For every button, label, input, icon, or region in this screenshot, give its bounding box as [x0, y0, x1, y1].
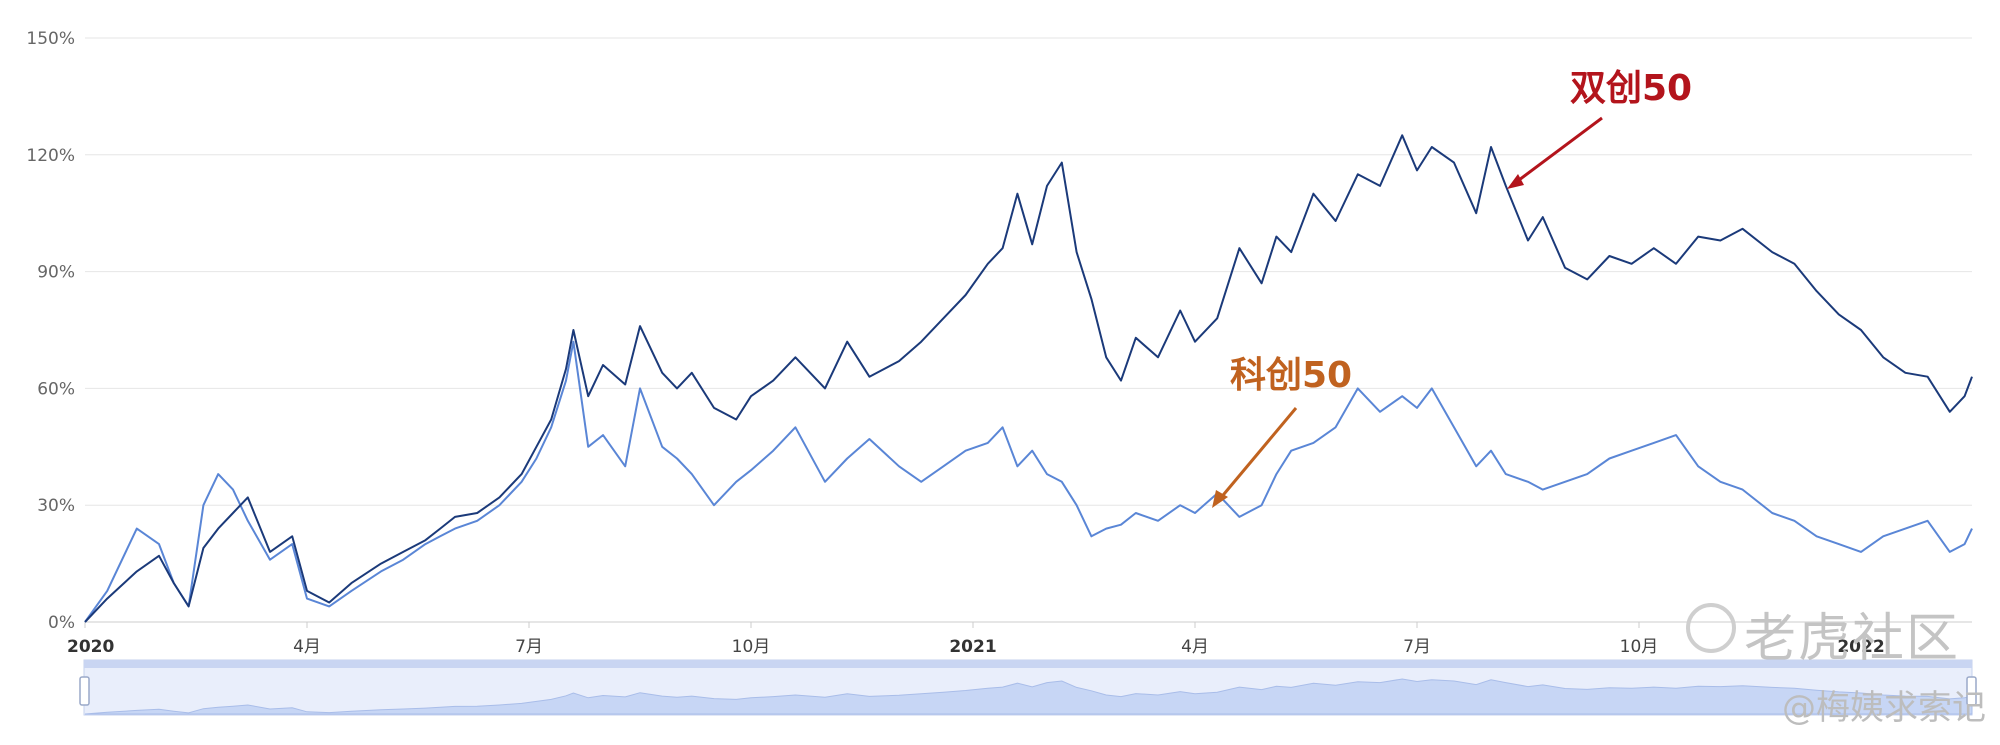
- navigator-preview-area: [84, 678, 1973, 715]
- x-tick-label: 10月: [1620, 637, 1659, 657]
- navigator-right-handle[interactable]: [1966, 676, 1977, 706]
- y-tick-label: 0%: [48, 613, 75, 633]
- x-axis-ticks: 2020 4月 7月 10月 2021 4月 7月 10月 2022: [67, 622, 1885, 657]
- arrow-head-icon: [1507, 174, 1524, 189]
- x-tick-label: 4月: [293, 637, 321, 657]
- grid-lines: [85, 37, 1972, 506]
- y-tick-label: 30%: [37, 496, 75, 516]
- annotation-arrow-kechuang: [1217, 407, 1298, 501]
- y-tick-label: 150%: [26, 29, 75, 49]
- x-tick-label: 2020: [67, 637, 114, 657]
- annotation-label-shuangchuang: 双创50: [1570, 68, 1692, 109]
- watermark-logo-text: 老虎社区: [1743, 609, 1960, 669]
- y-axis-ticks: 0% 30% 60% 90% 120% 150%: [26, 29, 75, 633]
- x-tick-label: 10月: [732, 637, 771, 657]
- y-tick-label: 120%: [26, 146, 75, 166]
- annotation-kechuang: 科创50: [1212, 355, 1352, 508]
- x-tick-label: 4月: [1181, 637, 1209, 657]
- navigator-left-handle[interactable]: [79, 676, 90, 706]
- range-navigator[interactable]: [79, 659, 1977, 716]
- watermark-user: @梅姨求索记: [1782, 688, 1986, 728]
- arrow-head-icon: [1212, 490, 1228, 508]
- x-tick-label: 2022: [1837, 637, 1884, 657]
- annotation-label-kechuang: 科创50: [1230, 355, 1352, 396]
- annotation-shuangchuang: 双创50: [1507, 68, 1692, 189]
- series-layer: [84, 134, 1973, 623]
- y-tick-label: 60%: [37, 379, 75, 399]
- y-tick-label: 90%: [37, 263, 75, 283]
- watermark-logo-icon: [1686, 603, 1736, 653]
- x-tick-label: 7月: [515, 637, 543, 657]
- annotation-arrow-shuangchuang: [1514, 116, 1603, 185]
- x-tick-label: 2021: [949, 637, 996, 657]
- series-line-shuangchuang50[interactable]: [84, 134, 1973, 623]
- navigator-top-bar[interactable]: [84, 660, 1972, 668]
- series-line-kechuang50[interactable]: [84, 340, 1973, 623]
- x-tick-label: 7月: [1403, 637, 1431, 657]
